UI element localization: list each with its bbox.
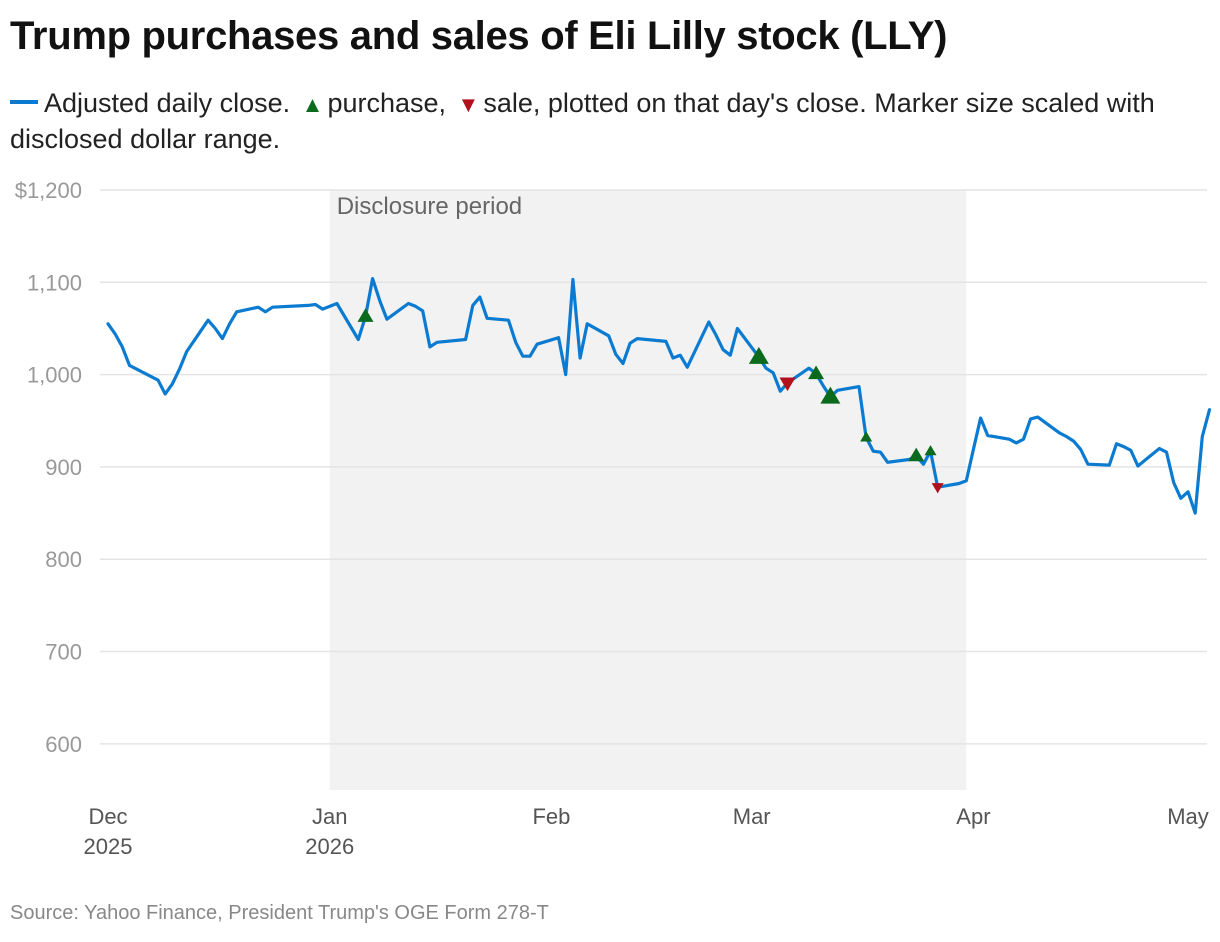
y-tick-label: 800 xyxy=(45,547,82,572)
legend-line-swatch xyxy=(10,99,38,104)
legend-line-label: Adjusted daily close. xyxy=(44,88,291,118)
y-tick-label: 700 xyxy=(45,640,82,665)
purchase-marker xyxy=(924,445,937,456)
adjusted-close-line xyxy=(106,277,1212,515)
sale-marker xyxy=(931,483,944,494)
x-tick-label: Mar xyxy=(733,804,771,829)
disclosure-period-band xyxy=(329,190,967,790)
y-tick-label: 600 xyxy=(45,732,82,757)
y-tick-label: 1,100 xyxy=(27,270,82,295)
purchase-marker xyxy=(820,386,841,404)
y-tick-label: 900 xyxy=(45,455,82,480)
legend: Adjusted daily close. ▲ purchase, ▼ sale, … xyxy=(10,86,1210,156)
purchase-marker xyxy=(748,346,769,364)
x-tick-label: May xyxy=(1167,804,1209,829)
legend-purchase-label: purchase, xyxy=(327,88,447,118)
x-tick-label: Feb xyxy=(532,804,570,829)
legend-sale-label: sale, plotted on that day's close. Marke… xyxy=(10,88,1155,154)
purchase-marker xyxy=(908,447,925,462)
x-tick-sublabel: 2026 xyxy=(305,834,354,859)
purchase-triangle-icon: ▲ xyxy=(301,92,324,117)
sale-triangle-icon: ▼ xyxy=(457,92,480,117)
chart-title: Trump purchases and sales of Eli Lilly s… xyxy=(10,14,948,58)
y-tick-label: $1,200 xyxy=(15,178,82,203)
x-tick-label: Dec xyxy=(88,804,127,829)
y-tick-label: 1,000 xyxy=(27,363,82,388)
disclosure-period-label: Disclosure period xyxy=(337,193,522,220)
x-tick-label: Apr xyxy=(956,804,990,829)
purchase-marker xyxy=(357,308,374,322)
x-tick-label: Jan xyxy=(312,804,347,829)
x-tick-sublabel: 2025 xyxy=(84,834,133,859)
purchase-marker xyxy=(860,431,873,442)
source-note: Source: Yahoo Finance, President Trump's… xyxy=(10,902,549,924)
purchase-marker xyxy=(808,365,825,380)
sale-marker xyxy=(779,377,796,392)
